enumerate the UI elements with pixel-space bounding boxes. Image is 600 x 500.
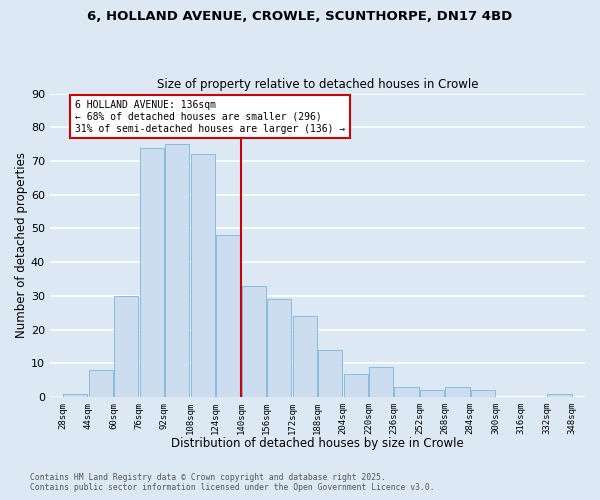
Text: 6, HOLLAND AVENUE, CROWLE, SCUNTHORPE, DN17 4BD: 6, HOLLAND AVENUE, CROWLE, SCUNTHORPE, D… bbox=[88, 10, 512, 23]
Bar bbox=[114, 296, 139, 397]
Bar bbox=[63, 394, 88, 397]
Bar bbox=[191, 154, 215, 397]
Bar bbox=[293, 316, 317, 397]
Text: 6 HOLLAND AVENUE: 136sqm
← 68% of detached houses are smaller (296)
31% of semi-: 6 HOLLAND AVENUE: 136sqm ← 68% of detach… bbox=[75, 100, 346, 134]
Bar bbox=[216, 235, 240, 397]
Bar bbox=[165, 144, 190, 397]
Bar bbox=[369, 367, 393, 397]
Bar bbox=[420, 390, 444, 397]
Bar bbox=[344, 374, 368, 397]
Bar bbox=[140, 148, 164, 397]
Text: Contains HM Land Registry data © Crown copyright and database right 2025.
Contai: Contains HM Land Registry data © Crown c… bbox=[30, 473, 434, 492]
Bar bbox=[471, 390, 495, 397]
Bar bbox=[394, 387, 419, 397]
Bar bbox=[547, 394, 572, 397]
X-axis label: Distribution of detached houses by size in Crowle: Distribution of detached houses by size … bbox=[171, 437, 464, 450]
Title: Size of property relative to detached houses in Crowle: Size of property relative to detached ho… bbox=[157, 78, 478, 91]
Bar bbox=[318, 350, 342, 397]
Bar bbox=[89, 370, 113, 397]
Bar bbox=[267, 300, 291, 397]
Y-axis label: Number of detached properties: Number of detached properties bbox=[15, 152, 28, 338]
Bar bbox=[242, 286, 266, 397]
Bar bbox=[445, 387, 470, 397]
